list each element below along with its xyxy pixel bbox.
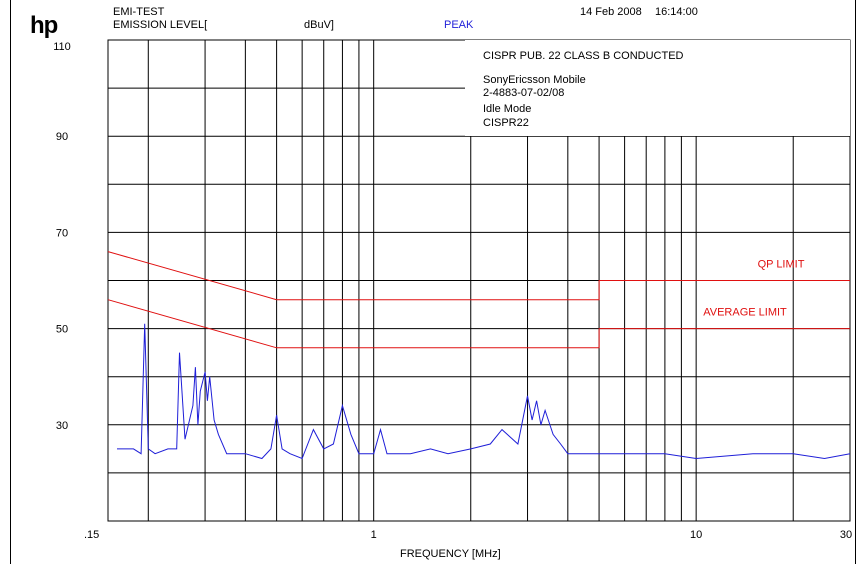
qp-limit-label: QP LIMIT [758,259,805,271]
info-line-ref: 2-4883-07-02/08 [483,87,565,99]
y-tick-label: 70 [56,227,68,239]
detector-label: PEAK [444,19,474,31]
peak-trace [117,323,851,460]
info-line-mode: Idle Mode [483,103,532,115]
emission-level-label: EMISSION LEVEL[ [113,19,208,31]
y-tick-label: 110 [53,41,71,53]
x-tick-label: .15 [84,529,99,541]
hp-logo: hp [30,12,58,39]
plot-frame [10,0,856,564]
limit-line-0 [107,251,850,301]
x-axis-title: FREQUENCY [MHz] [400,548,501,560]
x-tick-label: 1 [371,529,377,541]
average-limit-label: AVERAGE LIMIT [703,307,787,319]
x-tick-label: 10 [690,529,702,541]
info-box: CISPR PUB. 22 CLASS B CONDUCTED SonyEric… [465,40,850,136]
y-tick-label: 90 [56,131,68,143]
y-tick-label: 30 [56,420,68,432]
test-date: 14 Feb 2008 [580,6,642,18]
x-tick-label: 30 [840,529,852,541]
limit-line-1 [107,299,850,349]
test-time: 16:14:00 [655,6,698,18]
test-name: EMI-TEST [113,6,165,18]
y-tick-label: 50 [56,324,68,336]
info-line-device: SonyEricsson Mobile [483,74,586,86]
unit-label: dBuV] [304,19,334,31]
standard-label: CISPR PUB. 22 CLASS B CONDUCTED [483,50,684,62]
info-line-std: CISPR22 [483,117,529,129]
